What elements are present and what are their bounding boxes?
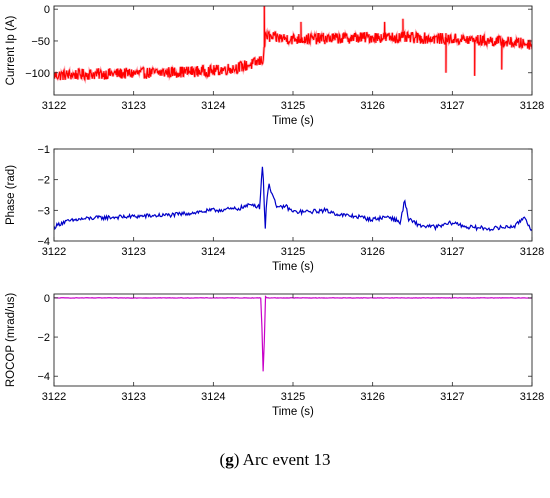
current-xtick-label: 3127 <box>440 100 464 112</box>
phase-xtick-label: 3125 <box>281 246 305 258</box>
current-ytick-label: 0 <box>44 4 50 16</box>
current-axes-box <box>53 5 533 96</box>
rocop-lines <box>54 295 532 372</box>
rocop-axes-box <box>53 293 533 387</box>
rocop-xtick-label: 3128 <box>520 391 544 403</box>
phase-xtick-label: 3124 <box>201 246 225 258</box>
phase-ytick-label: −3 <box>37 205 50 217</box>
rocop-xtick-label: 3126 <box>360 391 384 403</box>
current-ylabel: Current Ip (A) <box>5 16 17 86</box>
current-xtick-label: 3126 <box>360 100 384 112</box>
phase-ytick-label: −2 <box>37 175 50 187</box>
current-xlabel: Time (s) <box>272 115 314 127</box>
caption-letter: g <box>225 450 234 469</box>
caption-text: Arc event 13 <box>242 450 331 469</box>
rocop-series-line <box>54 295 532 372</box>
current-series-line <box>54 6 532 82</box>
phase-series-line <box>54 166 532 232</box>
current-lines <box>54 6 532 84</box>
phase-panel: 3122 3123 3124 3125 3126 3127 3128 −1 −2 −3 −4 Time… <box>5 144 544 273</box>
current-xtick-label: 3128 <box>520 100 544 112</box>
current-xtick-label: 3123 <box>121 100 145 112</box>
current-ytick-label: −50 <box>31 36 50 48</box>
rocop-xtick-label: 3124 <box>201 391 225 403</box>
current-xtick-label: 3124 <box>201 100 225 112</box>
phase-xtick-label: 3123 <box>121 246 145 258</box>
phase-ylabel: Phase (rad) <box>5 165 17 225</box>
rocop-ylabel: ROCOP (mrad/us) <box>5 293 17 388</box>
current-xtick-label: 3125 <box>281 100 305 112</box>
phase-axes-box <box>53 148 533 242</box>
phase-xtick-label: 3128 <box>520 246 544 258</box>
phase-ytick-label: −1 <box>37 144 50 156</box>
rocop-xtick-label: 3125 <box>281 391 305 403</box>
rocop-ytick-label: −2 <box>37 332 50 344</box>
phase-xlabel: Time (s) <box>272 261 314 273</box>
current-panel: 3122 3123 3124 3125 3126 3127 3128 0 −50 −100 Time… <box>5 4 544 127</box>
rocop-panel: 3122 3123 3124 3125 3126 3127 3128 0 −2 −4 Time (s… <box>5 293 544 418</box>
rocop-xlabel: Time (s) <box>272 406 314 418</box>
rocop-ytick-label: −4 <box>37 371 50 383</box>
phase-ytick-label: −4 <box>37 236 50 248</box>
phase-xtick-label: 3122 <box>42 246 66 258</box>
rocop-xtick-label: 3123 <box>121 391 145 403</box>
phase-xtick-label: 3127 <box>440 246 464 258</box>
current-xtick-label: 3122 <box>42 100 66 112</box>
phase-xtick-label: 3126 <box>360 246 384 258</box>
phase-lines <box>54 166 532 232</box>
rocop-xtick-label: 3122 <box>42 391 66 403</box>
rocop-xtick-label: 3127 <box>440 391 464 403</box>
rocop-ytick-label: 0 <box>44 293 50 305</box>
current-ytick-label: −100 <box>25 68 50 80</box>
figure-caption: (g) Arc event 13 <box>219 450 331 469</box>
